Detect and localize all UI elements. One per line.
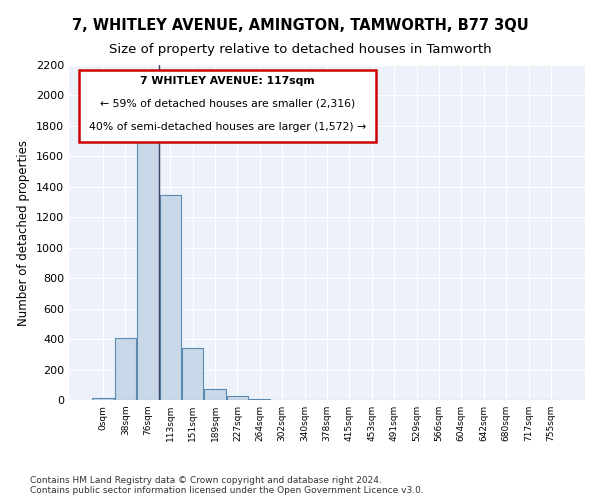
Bar <box>249 399 271 400</box>
FancyBboxPatch shape <box>79 70 376 142</box>
Text: 40% of semi-detached houses are larger (1,572) →: 40% of semi-detached houses are larger (… <box>89 122 366 132</box>
Text: ← 59% of detached houses are smaller (2,316): ← 59% of detached houses are smaller (2,… <box>100 98 355 108</box>
Text: Contains HM Land Registry data © Crown copyright and database right 2024.
Contai: Contains HM Land Registry data © Crown c… <box>30 476 424 495</box>
Text: 7 WHITLEY AVENUE: 117sqm: 7 WHITLEY AVENUE: 117sqm <box>140 76 315 86</box>
Bar <box>160 195 181 400</box>
Bar <box>227 396 248 400</box>
Bar <box>115 338 136 400</box>
Y-axis label: Number of detached properties: Number of detached properties <box>17 140 31 326</box>
Bar <box>182 348 203 400</box>
Bar <box>137 135 158 400</box>
Bar <box>205 388 226 400</box>
Bar <box>92 398 114 400</box>
Text: 7, WHITLEY AVENUE, AMINGTON, TAMWORTH, B77 3QU: 7, WHITLEY AVENUE, AMINGTON, TAMWORTH, B… <box>71 18 529 32</box>
Text: Size of property relative to detached houses in Tamworth: Size of property relative to detached ho… <box>109 42 491 56</box>
